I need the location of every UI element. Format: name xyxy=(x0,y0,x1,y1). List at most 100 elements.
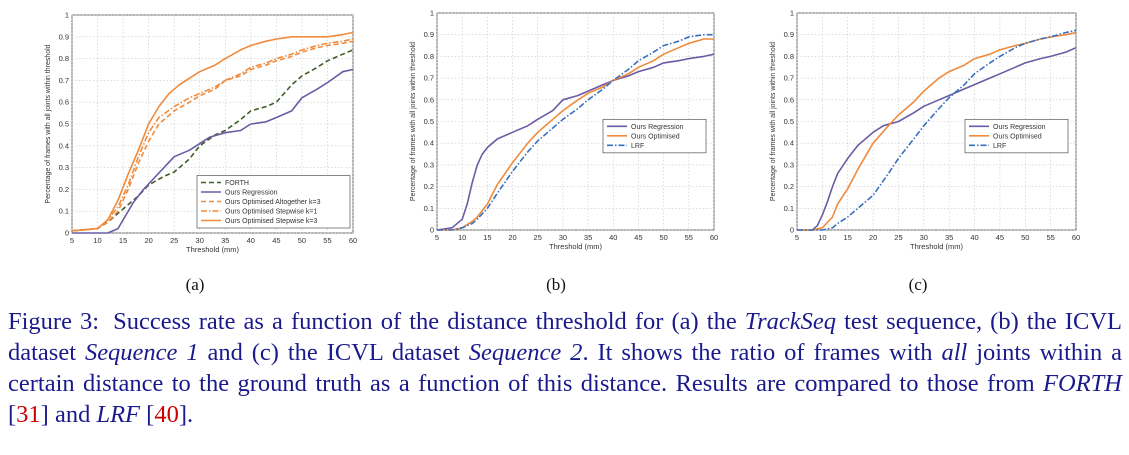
y-tick-label: 0.9 xyxy=(59,32,69,41)
citation-link[interactable]: 31 xyxy=(16,401,41,428)
x-tick-label: 50 xyxy=(659,233,667,242)
x-tick-label: 20 xyxy=(144,236,152,245)
y-tick-label: 0.8 xyxy=(59,54,69,63)
caption-text: ]. xyxy=(178,401,194,428)
caption-text: and (c) the ICVL dataset xyxy=(198,339,469,366)
caption-text: [ xyxy=(8,401,17,428)
legend-entry: LRF xyxy=(631,143,644,150)
x-tick-label: 55 xyxy=(323,236,331,245)
caption-text: . It shows the ratio of frames with xyxy=(582,339,942,366)
figure: 5 10 15 20 25 30 35 40 45 50 55 6000.10.20.30.40.50… xyxy=(45,9,1080,295)
x-tick-label: 5 xyxy=(795,233,799,242)
series-line xyxy=(71,31,354,232)
caption-text: Success rate as a function of the distan… xyxy=(113,308,745,335)
x-tick-label: 20 xyxy=(508,233,516,242)
x-axis-label: Threshold (mm) xyxy=(186,245,239,254)
caption-text: joints within a certain distance to the … xyxy=(8,339,1122,397)
y-tick-label: 0.6 xyxy=(784,95,794,104)
x-tick-label: 15 xyxy=(483,233,491,242)
series-line xyxy=(71,38,354,232)
series-line xyxy=(437,33,714,231)
caption-label: Figure 3: xyxy=(8,308,100,335)
caption-text: FORTH xyxy=(1043,370,1122,397)
y-tick-label: 0.1 xyxy=(59,207,69,216)
y-tick-label: 0.3 xyxy=(424,160,434,169)
y-tick-label: 0.9 xyxy=(784,30,794,39)
legend-entry: Ours Optimised Altogether k=3 xyxy=(225,199,321,206)
y-tick-label: 0.4 xyxy=(784,139,794,148)
y-tick-label: 0.1 xyxy=(784,204,794,213)
subfigure-label: (c) xyxy=(909,275,928,294)
legend-entry: Ours Optimised Stepwise k=1 xyxy=(225,209,318,216)
y-axis-label: Percentage of frames with all joints wit… xyxy=(410,42,417,201)
y-tick-label: 0.4 xyxy=(59,141,69,150)
y-tick-label: 0.8 xyxy=(424,52,434,61)
panel-a: 5 10 15 20 25 30 35 40 45 50 55 60 0 0.1 0.2 0.3 0.4 0.5 0… xyxy=(45,11,357,295)
y-tick-label: 0 xyxy=(65,229,69,238)
legend-entry: FORTH xyxy=(225,180,249,187)
y-tick-label: 0.6 xyxy=(424,95,434,104)
x-tick-label: 60 xyxy=(349,236,357,245)
citation-link[interactable]: 40 xyxy=(154,401,179,428)
x-tick-label: 35 xyxy=(221,236,229,245)
x-tick-label: 50 xyxy=(298,236,306,245)
x-tick-label: 10 xyxy=(818,233,826,242)
x-tick-label: 30 xyxy=(920,233,928,242)
panel-c: 5 10 15 20 25 30 35 40 45 50 55 60 0 0.1 0.2 0.3 0.4 0.5 0… xyxy=(770,9,1080,295)
x-tick-label: 10 xyxy=(93,236,101,245)
caption-text: Sequence 2 xyxy=(468,339,583,366)
caption-text: all xyxy=(941,339,968,366)
y-tick-label: 0 xyxy=(430,226,434,235)
legend-entry: Ours Optimised xyxy=(631,133,680,140)
legend-entry: Ours Regression xyxy=(225,190,278,197)
y-tick-label: 0.5 xyxy=(59,120,69,129)
series-line xyxy=(797,46,1077,231)
x-tick-label: 30 xyxy=(559,233,567,242)
caption-text: [ xyxy=(140,401,155,428)
x-tick-label: 15 xyxy=(119,236,127,245)
y-tick-label: 0.7 xyxy=(424,74,434,83)
y-axis-label: Percentage of frames with all joints wit… xyxy=(45,44,52,203)
x-tick-label: 20 xyxy=(869,233,877,242)
x-tick-label: 60 xyxy=(1072,233,1080,242)
series-line xyxy=(797,31,1077,231)
subfigure-label: (b) xyxy=(546,275,566,294)
x-tick-label: 30 xyxy=(196,236,204,245)
x-tick-label: 60 xyxy=(710,233,718,242)
legend-box xyxy=(196,175,351,229)
y-tick-label: 0.5 xyxy=(784,117,794,126)
y-axis-label: Percentage of frames with all joints wit… xyxy=(770,42,777,201)
y-tick-label: 0.7 xyxy=(784,74,794,83)
x-tick-label: 55 xyxy=(1046,233,1054,242)
caption-text: Sequence 1 xyxy=(84,339,199,366)
y-tick-label: 0.7 xyxy=(59,76,69,85)
y-tick-label: 0.5 xyxy=(424,117,434,126)
series-line xyxy=(437,38,714,231)
x-tick-label: 50 xyxy=(1021,233,1029,242)
y-tick-label: 0.1 xyxy=(424,204,434,213)
x-tick-label: 40 xyxy=(970,233,978,242)
caption-text: test sequence, (b) the ICVL dataset xyxy=(8,308,1122,366)
caption-text: LRF xyxy=(96,401,141,428)
x-tick-label: 35 xyxy=(945,233,953,242)
x-axis-label: Threshold (mm) xyxy=(910,242,963,251)
x-tick-label: 45 xyxy=(634,233,642,242)
caption-text: ] and xyxy=(40,401,97,428)
legend-entry: Ours Regression xyxy=(631,124,684,131)
y-tick-label: 0.3 xyxy=(784,160,794,169)
x-tick-label: 5 xyxy=(70,236,74,245)
x-tick-label: 25 xyxy=(894,233,902,242)
subfigure-label: (a) xyxy=(186,275,205,294)
x-tick-label: 15 xyxy=(844,233,852,242)
series-line xyxy=(72,68,354,234)
x-tick-label: 5 xyxy=(435,233,439,242)
series-line xyxy=(71,40,354,232)
y-tick-label: 0.4 xyxy=(424,139,434,148)
y-tick-label: 0.2 xyxy=(424,182,434,191)
legend-entry: Ours Regression xyxy=(993,124,1046,131)
panel-b: 5 10 15 20 25 30 35 40 45 50 55 60 0 0.1 0.2 0.3 0.4 0.5 0… xyxy=(410,9,718,295)
x-tick-label: 35 xyxy=(584,233,592,242)
y-tick-label: 0.2 xyxy=(784,182,794,191)
caption-text: TrackSeq xyxy=(744,308,836,335)
legend-entry: LRF xyxy=(993,143,1006,150)
